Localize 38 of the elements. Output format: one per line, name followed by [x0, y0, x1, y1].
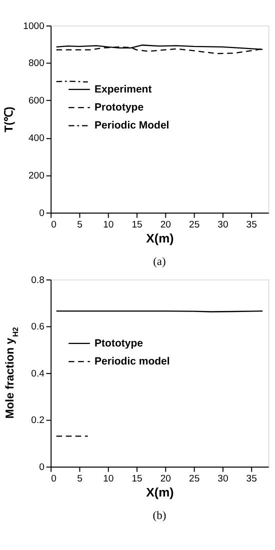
- x-tick-label: 15: [132, 219, 142, 230]
- y-tick-label: 800: [28, 58, 44, 70]
- y-tick-label: 0.2: [31, 415, 44, 426]
- x-tick-label: 0: [51, 473, 56, 484]
- x-tick-label: 5: [77, 473, 82, 484]
- x-tick-label: 35: [246, 219, 257, 230]
- y-tick-label: 600: [28, 96, 44, 107]
- text: (b): [152, 510, 166, 522]
- x-tick-label: 25: [189, 219, 200, 230]
- x-axis-title: X(m): [146, 232, 174, 246]
- x-axis-title: X(m): [146, 486, 174, 500]
- text: (a): [153, 256, 166, 268]
- x-tick-label: 35: [246, 473, 257, 484]
- x-tick-label: 15: [132, 473, 142, 484]
- x-tick-label: 25: [189, 473, 200, 484]
- x-tick-label: 30: [218, 219, 228, 230]
- x-tick-label: 0: [51, 219, 56, 230]
- legend-label: Prototype: [94, 101, 144, 114]
- legend-label: Periodic model: [94, 355, 170, 368]
- legend-label: Ptototype: [94, 337, 144, 350]
- y-tick-label: 0.6: [31, 322, 44, 333]
- y-tick-label: 0: [39, 462, 44, 473]
- y-axis-title: T(℃): [4, 106, 16, 132]
- y-tick-label: 0.8: [31, 274, 44, 286]
- y-tick-label: 0.4: [31, 368, 46, 380]
- x-tick-label: 10: [103, 219, 114, 230]
- x-tick-label: 10: [103, 473, 114, 484]
- y-tick-label: 0: [39, 208, 44, 219]
- x-tick-label: 20: [160, 473, 171, 484]
- legend-label: Experiment: [94, 83, 152, 96]
- y-tick-label: 400: [28, 133, 44, 144]
- y-tick-label: 1000: [23, 20, 44, 32]
- x-tick-label: 30: [218, 473, 228, 484]
- legend-label: Periodic Model: [94, 120, 170, 132]
- x-tick-label: 20: [160, 219, 171, 230]
- x-tick-label: 5: [77, 219, 82, 230]
- y-tick-label: 200: [28, 170, 44, 182]
- y-axis-title: Mole fraction yH2: [4, 327, 20, 419]
